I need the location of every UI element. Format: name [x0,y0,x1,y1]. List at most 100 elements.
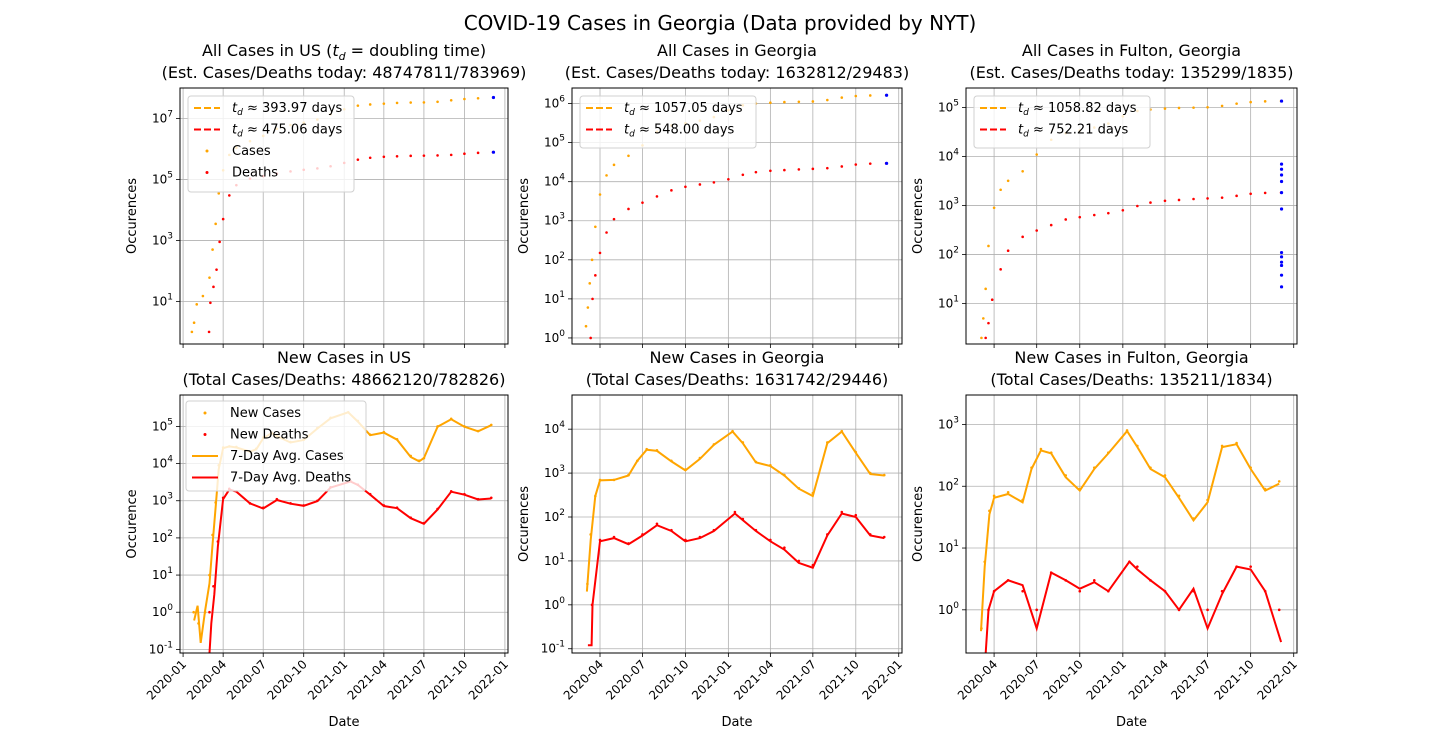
data-point [990,298,994,302]
data-point [1279,179,1284,184]
series-line [984,560,1283,653]
x-tick-label: 2021-01 [305,657,350,702]
data-point [1249,100,1252,104]
legend: New Cases New Deaths 7-Day Avg. Cases 7-Day… [185,400,367,492]
data-point [1279,207,1284,211]
data-point [449,153,453,157]
data-point [999,268,1002,271]
data-point [1136,204,1139,208]
y-axis: 101 103 105 107 Occurences [125,109,180,308]
data-point [409,154,413,158]
data-point [612,163,616,167]
y-tick-label: 102 [544,508,565,524]
data-point [382,102,386,105]
subplot-1: All Cases in US (td = doubling time)(Est… [125,41,526,348]
data-point [769,101,772,105]
y-axis: 100 101 102 103 Occurences [911,415,966,617]
data-point [826,98,829,102]
data-point [684,185,687,189]
x-tick-label: 2020-07 [224,657,269,702]
data-point [1277,480,1281,483]
data-point [209,301,212,305]
figure-title: COVID-19 Cases in Georgia (Data provided… [464,11,977,35]
y-axis-label: Occurences [125,178,140,254]
data-point [598,251,602,255]
y-tick-label: 100 [938,601,959,617]
subplot-subtitle: (Total Cases/Deaths: 1631742/29446) [586,370,889,389]
legend-label: 7-Day Avg. Deaths [230,471,351,486]
data-point [195,303,199,306]
data-point [1279,99,1284,103]
legend: td ≈ 1058.82 days td ≈ 752.21 days [973,95,1151,149]
subplot-subtitle: (Est. Cases/Deaths today: 135299/1835) [969,63,1293,82]
data-point [655,195,659,198]
data-point [463,152,466,155]
axes-frame [965,394,1298,654]
data-point [627,207,630,211]
data-point [588,282,592,285]
legend-label: td ≈ 1058.82 days [1018,101,1137,118]
x-tick-label: 2021-01 [689,657,734,702]
y-tick-label: 105 [938,99,959,115]
data-point [769,169,772,173]
data-point [586,306,590,309]
y-tick-label: 105 [544,134,565,150]
data-point [987,244,990,248]
data-point [1021,235,1024,239]
data-point [192,321,196,324]
legend-label: td ≈ 393.97 days [232,101,343,118]
data-point [992,494,996,498]
y-axis-label: Occurences [517,178,532,254]
x-axis: 2020-012020-042020-072020-102021-012021-… [144,653,511,730]
plot-area [585,429,886,647]
data-point [783,100,786,104]
legend-label: New Cases [230,406,301,421]
y-axis-label: Occurences [911,178,926,254]
data-point [1206,197,1209,200]
y-tick-label: 104 [938,148,959,164]
data-point [356,158,360,161]
x-axis [599,344,900,348]
subplot-subtitle: (Est. Cases/Deaths today: 1632812/29483) [565,63,909,82]
data-point [190,330,194,334]
series-new-deaths [208,479,493,614]
data-point [356,104,360,107]
data-point [594,274,597,277]
legend-label: td ≈ 1057.05 days [624,101,743,118]
data-point [1263,100,1267,103]
subplot-title: New Cases in Georgia [650,348,825,367]
y-tick-label: 101 [152,566,173,582]
x-tick-label: 2021-07 [774,657,819,702]
data-point [201,294,205,298]
y-tick-label: 103 [938,197,959,213]
data-point [1177,198,1181,202]
axes-frame [965,87,1298,345]
legend-label: td ≈ 548.00 days [624,123,735,140]
data-point [797,100,801,104]
data-point [1249,565,1252,568]
data-point [591,297,594,301]
data-point [449,98,453,102]
series-7-day-avg-deaths [587,512,885,647]
data-point [1136,565,1139,568]
data-point [214,222,217,226]
data-point [215,268,218,271]
data-point [382,155,386,159]
x-tick-label: 2020-07 [603,657,648,702]
grid [572,395,902,653]
series-7-day-avg-cases [980,429,1280,632]
subplot-subtitle: (Total Cases/Deaths: 48662120/782826) [183,370,506,389]
data-point [712,181,716,184]
data-point [1049,223,1053,227]
data-point [670,189,673,192]
data-point [590,258,594,262]
subplot-subtitle: (Est. Cases/Deaths today: 48747811/78396… [162,63,527,82]
data-point [211,248,214,251]
data-point [1279,173,1284,177]
series-new-cases [980,429,1281,630]
y-tick-label: 101 [544,552,565,568]
legend: td ≈ 393.97 days td ≈ 475.06 days Cases Dea… [187,95,355,193]
x-tick-label: 2020-10 [646,657,691,702]
y-axis: 10-1 100 101 102 103 104 105 Occurence [125,417,180,656]
legend-label: Cases [232,144,271,159]
